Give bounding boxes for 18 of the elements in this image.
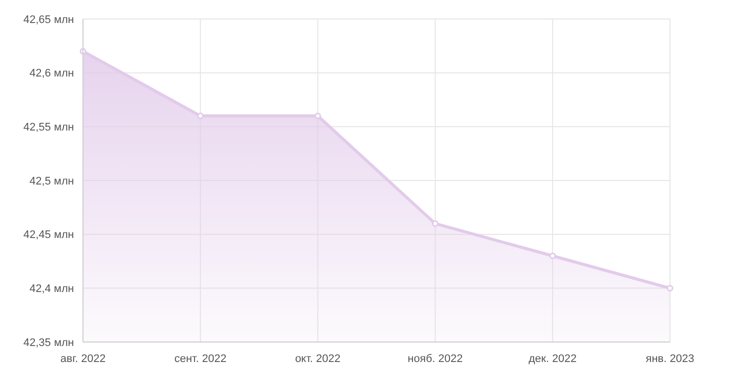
y-tick-label: 42,55 млн [23, 122, 74, 134]
x-tick-label: янв. 2023 [646, 353, 694, 365]
y-tick-label: 42,6 млн [29, 68, 74, 80]
y-tick-label: 42,45 млн [23, 229, 74, 242]
y-tick-label: 42,35 млн [23, 336, 74, 349]
x-tick-label: дек. 2022 [528, 353, 577, 365]
x-tick-label: авг. 2022 [60, 353, 106, 365]
x-tick-label: окт. 2022 [295, 353, 341, 365]
x-tick-label: сент. 2022 [174, 353, 226, 365]
y-tick-label: 42,65 млн [23, 14, 74, 26]
x-tick-label: нояб. 2022 [408, 353, 463, 365]
y-tick-label: 42,4 млн [29, 283, 74, 296]
y-tick-label: 42,5 млн [29, 175, 74, 188]
point [432, 220, 438, 227]
point [549, 252, 556, 260]
point [666, 284, 674, 292]
point [314, 112, 322, 120]
point [197, 112, 204, 120]
